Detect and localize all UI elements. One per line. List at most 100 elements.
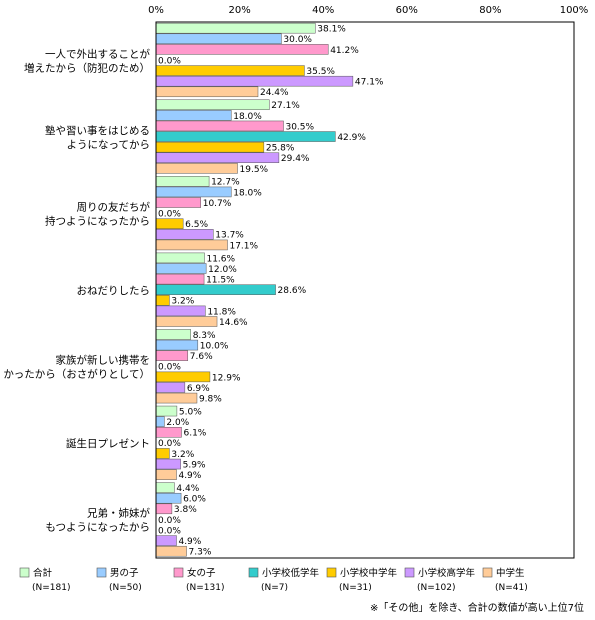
category-label: ようになってから bbox=[67, 139, 150, 151]
legend-swatch bbox=[482, 567, 493, 578]
data-label: 10.7% bbox=[203, 199, 232, 209]
x-tick-label: 100% bbox=[560, 5, 589, 16]
bar bbox=[155, 197, 201, 208]
legend-label: 女の子 bbox=[187, 567, 216, 579]
data-label: 18.0% bbox=[233, 188, 262, 198]
bar bbox=[155, 131, 336, 142]
data-label: 0.0% bbox=[158, 526, 181, 536]
bar bbox=[155, 152, 280, 164]
legend-swatch bbox=[19, 567, 30, 578]
data-label: 0.0% bbox=[158, 516, 181, 526]
data-label: 25.8% bbox=[266, 144, 295, 154]
data-label: 41.2% bbox=[330, 46, 359, 56]
data-label: 0.0% bbox=[158, 363, 181, 373]
legend-label: 小学校高学年 bbox=[418, 567, 476, 579]
bar bbox=[155, 176, 210, 187]
data-label: 2.0% bbox=[166, 418, 189, 428]
bar bbox=[155, 252, 205, 264]
data-label: 3.2% bbox=[171, 297, 194, 307]
data-label: 11.8% bbox=[207, 307, 236, 317]
category-label: 一人で外出することが bbox=[45, 47, 150, 60]
legend-sample-size: (N=102) bbox=[417, 583, 455, 593]
bar bbox=[155, 218, 184, 229]
legend-label: 合計 bbox=[33, 567, 53, 579]
plot-frame bbox=[155, 21, 575, 559]
data-label: 0.0% bbox=[158, 210, 181, 220]
legend-sample-size: (N=50) bbox=[109, 583, 142, 593]
bar bbox=[155, 120, 284, 132]
data-label: 7.3% bbox=[189, 548, 212, 558]
legend-sample-size: (N=131) bbox=[186, 583, 224, 593]
data-label: 12.9% bbox=[212, 373, 241, 383]
bar bbox=[155, 329, 191, 340]
x-axis-ticks: 0% 20% 40% 60% 80% 100% bbox=[148, 5, 588, 16]
data-label: 30.0% bbox=[283, 35, 312, 45]
value-labels: 38.1% 30.0% 41.2% 0.0% 35.5% 47.1% 24.4% 27.1% 1… bbox=[158, 25, 384, 558]
data-label: 29.4% bbox=[281, 154, 310, 164]
bar bbox=[155, 392, 198, 404]
bar bbox=[155, 99, 270, 111]
bar bbox=[155, 239, 228, 251]
bar bbox=[155, 33, 282, 45]
data-label: 14.6% bbox=[219, 318, 248, 328]
bar bbox=[155, 405, 178, 417]
legend-swatch bbox=[248, 567, 259, 578]
category-label: 増えたから（防犯のため） bbox=[24, 61, 150, 74]
bar bbox=[155, 229, 214, 240]
data-label: 3.8% bbox=[174, 505, 197, 515]
category-label: 兄弟・姉妹が bbox=[87, 507, 150, 520]
legend-sample-size: (N=31) bbox=[339, 583, 372, 593]
bar bbox=[155, 458, 181, 470]
bar bbox=[155, 163, 238, 174]
category-label: もつようになったから bbox=[45, 522, 150, 534]
data-label: 10.0% bbox=[200, 341, 229, 351]
data-label: 12.7% bbox=[211, 178, 240, 188]
bar bbox=[155, 186, 232, 198]
bar bbox=[155, 22, 316, 34]
legend: 合計 (N=181) 男の子 (N=50) 女の子 (N=131) 小学校低学年 (N=7) 小… bbox=[19, 567, 528, 593]
data-label: 6.9% bbox=[187, 384, 210, 394]
category-label: 持つようになったから bbox=[45, 214, 150, 227]
data-label: 24.4% bbox=[260, 88, 289, 98]
data-label: 6.0% bbox=[183, 495, 206, 505]
legend-sample-size: (N=7) bbox=[261, 583, 288, 593]
bar bbox=[155, 110, 232, 121]
data-label: 9.8% bbox=[199, 394, 222, 404]
legend-label: 中学生 bbox=[496, 567, 525, 579]
data-label: 0.0% bbox=[158, 439, 181, 449]
data-label: 30.5% bbox=[285, 122, 314, 132]
data-label: 11.5% bbox=[206, 276, 235, 286]
bar bbox=[155, 448, 170, 459]
data-label: 42.9% bbox=[337, 133, 366, 143]
data-label: 0.0% bbox=[158, 56, 181, 66]
data-label: 7.6% bbox=[190, 352, 213, 362]
category-label: 誕生日プレゼント bbox=[66, 437, 150, 450]
legend-label: 小学校中学年 bbox=[340, 567, 398, 579]
bar bbox=[155, 316, 218, 327]
bar bbox=[155, 545, 187, 557]
bars bbox=[155, 22, 354, 557]
x-tick-label: 40% bbox=[312, 5, 334, 16]
data-label: 35.5% bbox=[306, 67, 335, 77]
bar bbox=[155, 75, 354, 87]
bar bbox=[155, 305, 206, 317]
bar bbox=[155, 44, 329, 55]
data-label: 19.5% bbox=[240, 165, 269, 175]
bar bbox=[155, 284, 276, 295]
data-label: 18.0% bbox=[233, 112, 262, 122]
category-label: 周りの友だちが bbox=[77, 200, 151, 213]
footnote: ※「その他」を除き、合計の数値が高い上位7位 bbox=[370, 601, 584, 614]
bar bbox=[155, 482, 175, 493]
x-tick-label: 80% bbox=[479, 5, 501, 16]
category-label: おねだりしたら bbox=[77, 285, 151, 297]
data-label: 5.9% bbox=[183, 460, 206, 470]
legend-swatch bbox=[96, 567, 107, 578]
data-label: 38.1% bbox=[317, 25, 346, 35]
data-label: 17.1% bbox=[229, 241, 258, 251]
bar bbox=[155, 469, 177, 480]
data-label: 4.9% bbox=[178, 537, 201, 547]
bar bbox=[155, 382, 186, 393]
data-label: 4.9% bbox=[178, 471, 201, 481]
bar bbox=[155, 535, 177, 546]
bar bbox=[155, 65, 305, 76]
